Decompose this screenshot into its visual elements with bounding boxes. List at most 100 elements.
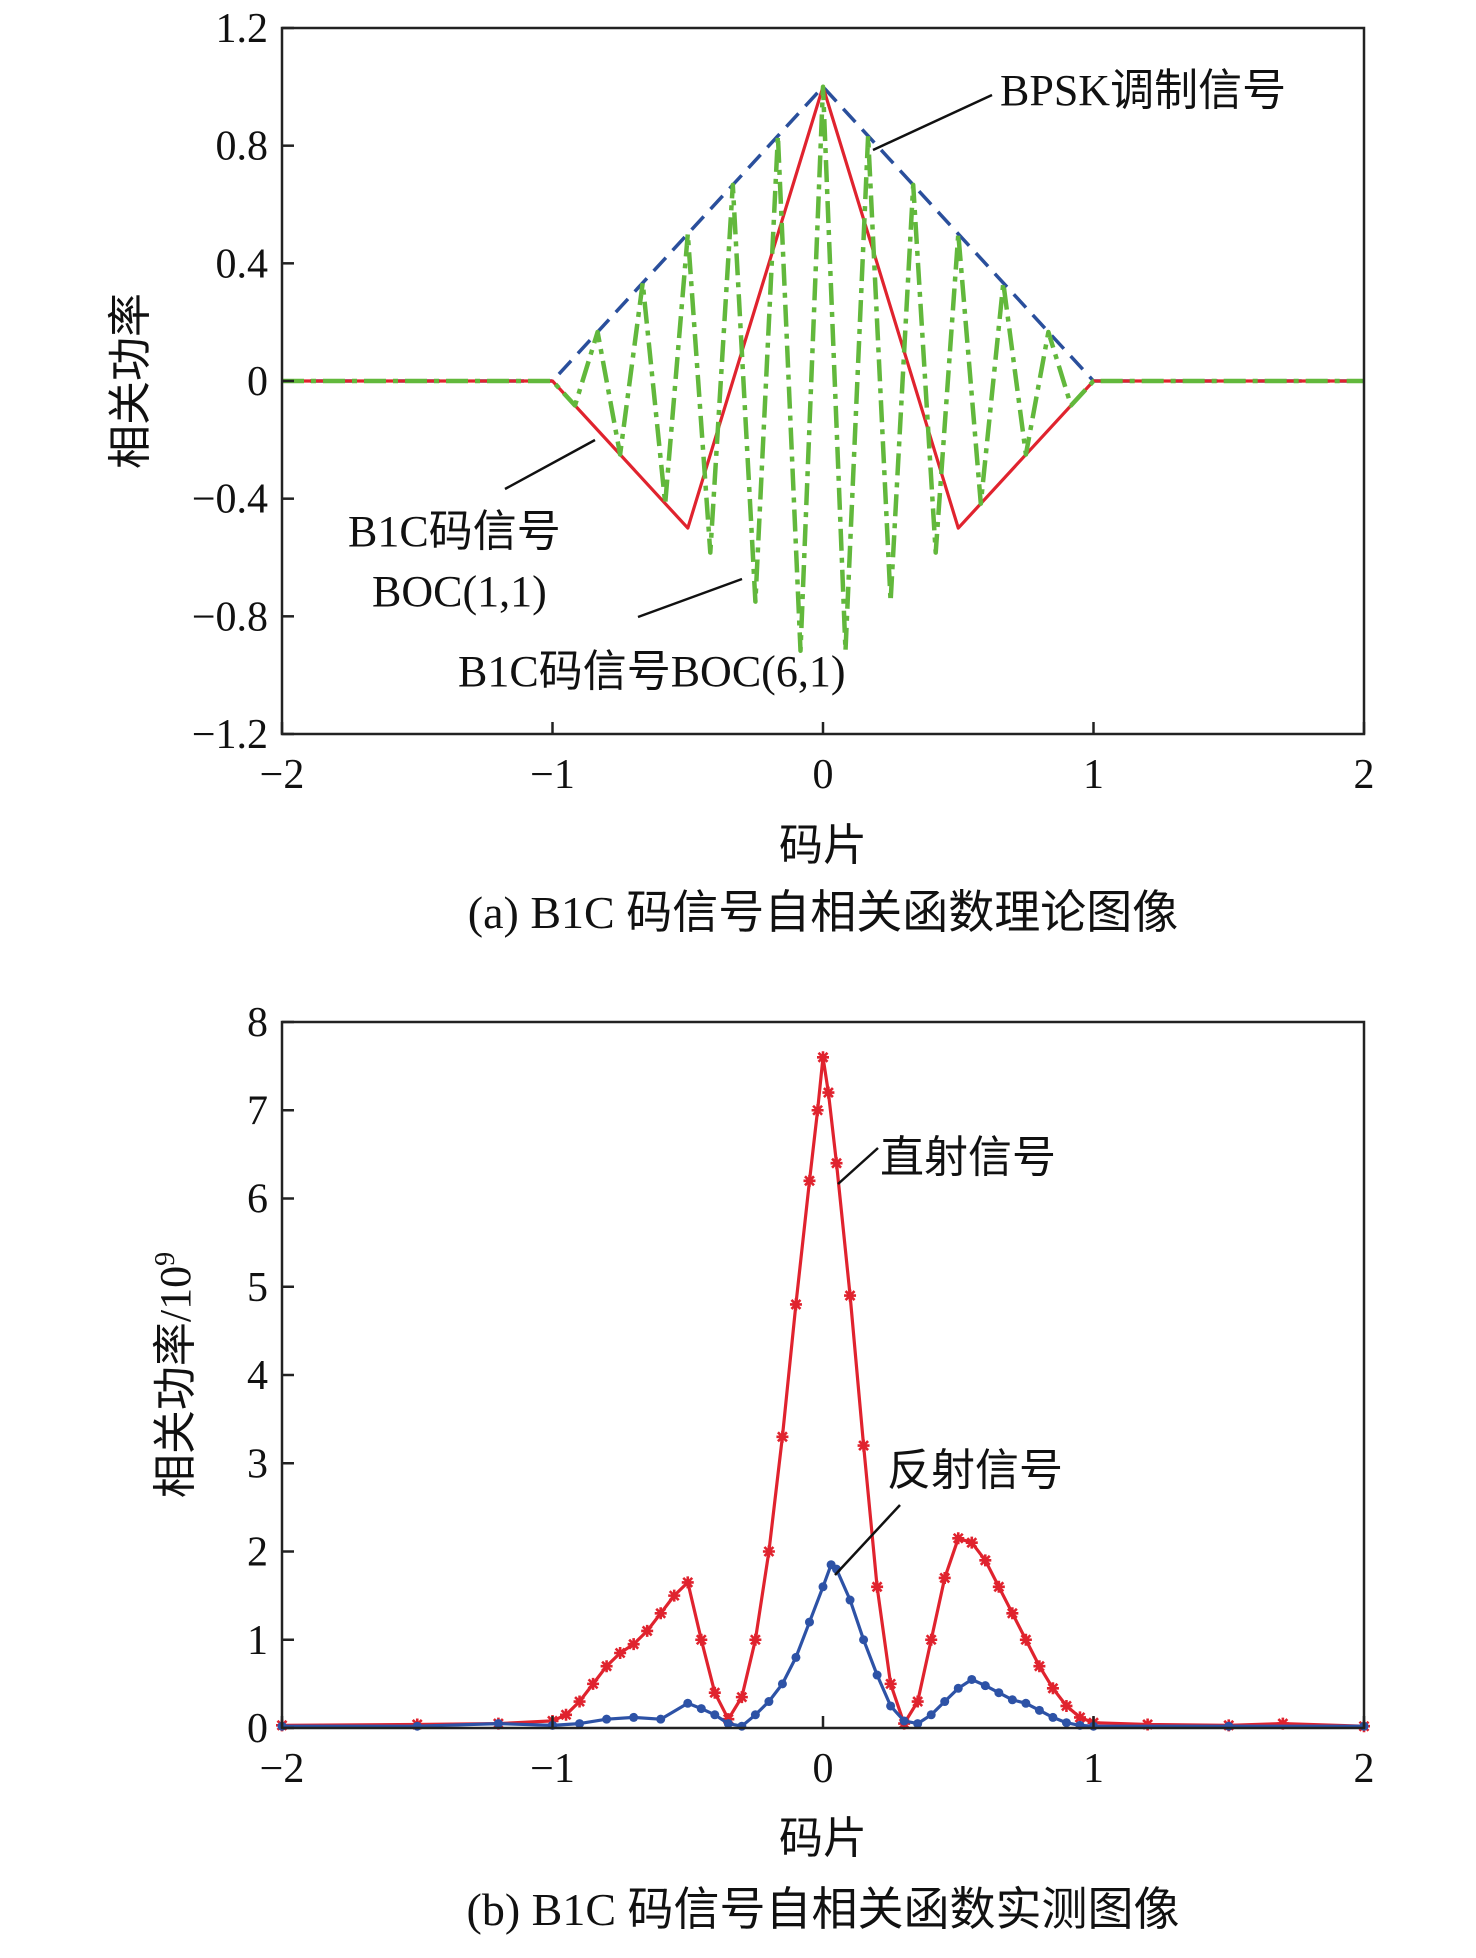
data-point-b-0-44 xyxy=(1073,1711,1086,1724)
y-tick-label-b-7: 7 xyxy=(247,1088,268,1134)
series-line-b-0 xyxy=(281,1055,1365,1728)
data-point-b-1-22 xyxy=(859,1635,869,1645)
data-point-b-0-4 xyxy=(560,1708,573,1721)
data-point-b-1-23 xyxy=(872,1670,882,1680)
data-point-b-0-46 xyxy=(1141,1718,1154,1731)
y-tick-label-a-1: −0.8 xyxy=(192,594,268,640)
data-point-b-0-25 xyxy=(822,1086,835,1099)
data-point-b-1-36 xyxy=(1048,1712,1058,1722)
y-tick-label-b-1: 1 xyxy=(247,1618,268,1664)
data-point-b-0-29 xyxy=(871,1580,884,1593)
data-point-b-1-14 xyxy=(764,1697,774,1707)
data-point-b-1-27 xyxy=(926,1710,936,1720)
data-point-b-1-5 xyxy=(602,1714,612,1724)
y-tick-label-b-5: 5 xyxy=(247,1265,268,1311)
panel-a-theory-plot: −2 −1 0 1 2 −1.2 −0.8 −0.4 0 0.4 0.8 1.2 BPSK调制信号 B… xyxy=(106,6,1375,938)
data-point-b-0-5 xyxy=(573,1695,586,1708)
data-point-b-0-11 xyxy=(654,1607,667,1620)
data-point-b-0-27 xyxy=(844,1289,857,1302)
data-point-b-1-37 xyxy=(1061,1718,1071,1728)
data-point-b-0-22 xyxy=(803,1174,816,1187)
y-tick-label-a-4: 0.4 xyxy=(216,241,269,287)
data-point-b-1-10 xyxy=(710,1710,720,1720)
annotation-direct: 直射信号 xyxy=(880,1133,1056,1182)
panel-a-x-axis-label: 码片 xyxy=(779,821,867,870)
y-tick-label-b-6: 6 xyxy=(247,1177,268,1223)
data-point-b-1-18 xyxy=(818,1582,828,1592)
panel-b-y-axis-exponent: 9 xyxy=(150,1252,181,1266)
data-point-b-1-34 xyxy=(1021,1698,1031,1708)
data-point-b-0-26 xyxy=(830,1157,843,1170)
panel-b-measured-plot: −2 −1 0 1 2 0 1 2 3 4 5 6 7 8 直射信号 反射信号 码片 相关功率/109 (… xyxy=(150,1000,1375,1935)
y-tick-label-b-8: 8 xyxy=(247,1000,268,1046)
data-point-b-1-26 xyxy=(913,1719,923,1729)
x-tick-label-b-4: 2 xyxy=(1354,1746,1375,1792)
data-point-b-0-24 xyxy=(817,1051,829,1064)
series-line-a-2 xyxy=(282,84,1364,653)
data-point-b-1-31 xyxy=(980,1681,990,1691)
panel-b-x-axis-label: 码片 xyxy=(779,1814,867,1863)
panel-b-series-layer xyxy=(276,1051,1370,1733)
data-point-b-0-38 xyxy=(992,1580,1005,1593)
annotation-leader-boc11 xyxy=(504,438,596,491)
data-point-b-1-13 xyxy=(750,1710,760,1720)
panel-b-caption: (b) B1C 码信号自相关函数实测图像 xyxy=(467,1884,1180,1935)
y-tick-label-a-6: 1.2 xyxy=(216,6,269,52)
y-tick-label-b-0: 0 xyxy=(247,1706,268,1752)
data-point-b-1-1 xyxy=(412,1721,422,1731)
annotation-bpsk: BPSK调制信号 xyxy=(1000,66,1286,115)
data-point-b-1-35 xyxy=(1034,1705,1044,1715)
data-point-b-0-39 xyxy=(1006,1607,1019,1620)
panel-b-ticks: −2 −1 0 1 2 0 1 2 3 4 5 6 7 8 xyxy=(247,1000,1375,1792)
data-point-b-1-11 xyxy=(723,1719,733,1729)
data-point-b-0-7 xyxy=(600,1660,613,1673)
x-tick-label-b-2: 0 xyxy=(813,1746,834,1792)
data-point-b-0-30 xyxy=(884,1677,897,1690)
data-point-b-1-30 xyxy=(967,1674,977,1684)
data-point-b-1-17 xyxy=(804,1617,814,1627)
data-point-b-0-21 xyxy=(789,1298,802,1311)
data-point-b-1-28 xyxy=(940,1697,950,1707)
annotation-leader-boc61 xyxy=(637,577,743,619)
data-point-b-0-19 xyxy=(762,1545,775,1558)
data-point-b-0-36 xyxy=(965,1536,978,1549)
data-point-b-1-6 xyxy=(629,1712,639,1722)
y-tick-label-a-3: 0 xyxy=(247,359,268,405)
y-tick-label-b-4: 4 xyxy=(247,1353,268,1399)
annotation-leader-reflected xyxy=(834,1504,901,1576)
data-point-b-0-12 xyxy=(668,1589,681,1602)
annotation-leader-bpsk xyxy=(872,93,993,152)
panel-a-caption: (a) B1C 码信号自相关函数理论图像 xyxy=(468,887,1178,938)
series-b-0 xyxy=(276,1051,1370,1733)
data-point-b-0-15 xyxy=(708,1686,721,1699)
series-a-1 xyxy=(282,85,1364,530)
data-point-b-0-34 xyxy=(938,1571,951,1584)
data-point-b-0-43 xyxy=(1060,1699,1073,1712)
y-tick-label-a-0: −1.2 xyxy=(192,712,268,758)
x-tick-label-a-1: −1 xyxy=(530,752,575,798)
data-point-b-1-4 xyxy=(575,1719,585,1729)
data-point-b-0-17 xyxy=(735,1691,748,1704)
annotation-boc11-line2: BOC(1,1) xyxy=(372,567,547,616)
data-point-b-1-24 xyxy=(886,1701,896,1711)
data-point-b-0-42 xyxy=(1046,1682,1059,1695)
data-point-b-0-28 xyxy=(857,1439,870,1452)
x-tick-label-b-1: −1 xyxy=(530,1746,575,1792)
data-point-b-1-8 xyxy=(683,1698,693,1708)
data-point-b-1-9 xyxy=(696,1704,706,1714)
data-point-b-0-23 xyxy=(811,1104,824,1117)
data-point-b-0-20 xyxy=(776,1430,789,1443)
annotation-boc61: B1C码信号BOC(6,1) xyxy=(458,647,845,696)
annotation-boc11-line1: B1C码信号 xyxy=(348,507,561,556)
x-tick-label-a-3: 1 xyxy=(1083,752,1104,798)
data-point-b-0-13 xyxy=(681,1576,694,1589)
data-point-b-0-48 xyxy=(1276,1717,1289,1730)
data-point-b-0-14 xyxy=(695,1633,708,1646)
panel-a-ticks: −2 −1 0 1 2 −1.2 −0.8 −0.4 0 0.4 0.8 1.2 xyxy=(192,6,1375,798)
data-point-b-0-32 xyxy=(911,1695,924,1708)
annotation-leader-direct xyxy=(837,1147,879,1185)
panel-b-plot-frame xyxy=(280,1020,1366,1730)
series-a-2 xyxy=(282,84,1364,653)
annotation-reflected: 反射信号 xyxy=(887,1446,1063,1495)
y-tick-label-a-2: −0.4 xyxy=(192,477,268,523)
